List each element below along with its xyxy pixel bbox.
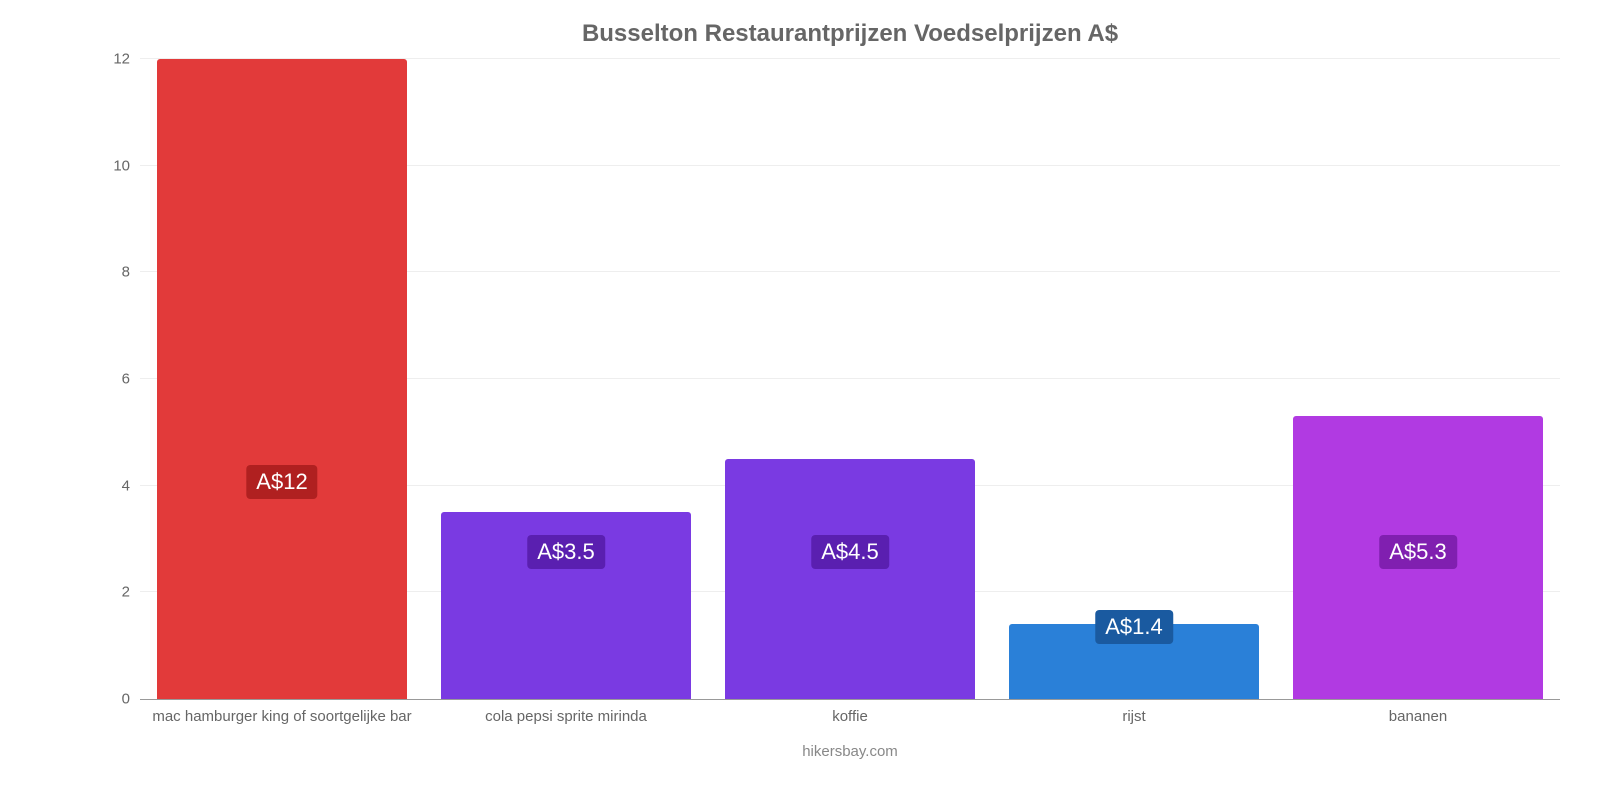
bar: A$5.3 [1293,416,1543,699]
bar-value-label: A$12 [246,465,317,499]
bar-slot: A$3.5 [424,60,708,699]
bar-slot: A$1.4 [992,60,1276,699]
x-tick-label: rijst [992,708,1276,725]
x-tick-label: mac hamburger king of soortgelijke bar [140,708,424,725]
plot-area: 024681012 A$12A$3.5A$4.5A$1.4A$5.3 [140,60,1560,700]
x-tick-label: cola pepsi sprite mirinda [424,708,708,725]
y-tick-label: 0 [100,691,130,708]
y-tick-label: 6 [100,371,130,388]
y-tick-label: 12 [100,51,130,68]
bar-value-label: A$5.3 [1379,535,1457,569]
chart-title: Busselton Restaurantprijzen Voedselprijz… [140,20,1560,48]
chart-container: Busselton Restaurantprijzen Voedselprijz… [0,0,1600,800]
y-tick-label: 2 [100,584,130,601]
attribution: hikersbay.com [140,743,1560,760]
bar-slot: A$12 [140,60,424,699]
bar-value-label: A$3.5 [527,535,605,569]
x-tick-label: bananen [1276,708,1560,725]
bar-value-label: A$4.5 [811,535,889,569]
bar-value-label: A$1.4 [1095,610,1173,644]
bar-slot: A$5.3 [1276,60,1560,699]
bar: A$1.4 [1009,624,1259,699]
x-axis-labels: mac hamburger king of soortgelijke barco… [140,708,1560,725]
x-tick-label: koffie [708,708,992,725]
bar: A$3.5 [441,512,691,699]
y-tick-label: 4 [100,477,130,494]
y-tick-label: 10 [100,157,130,174]
y-tick-label: 8 [100,264,130,281]
bar: A$12 [157,59,407,699]
bar: A$4.5 [725,459,975,699]
bars-group: A$12 A$3.5 A$4.5 A$1.4 A$5.3 [140,60,1560,699]
bar-slot: A$4.5 [708,60,992,699]
